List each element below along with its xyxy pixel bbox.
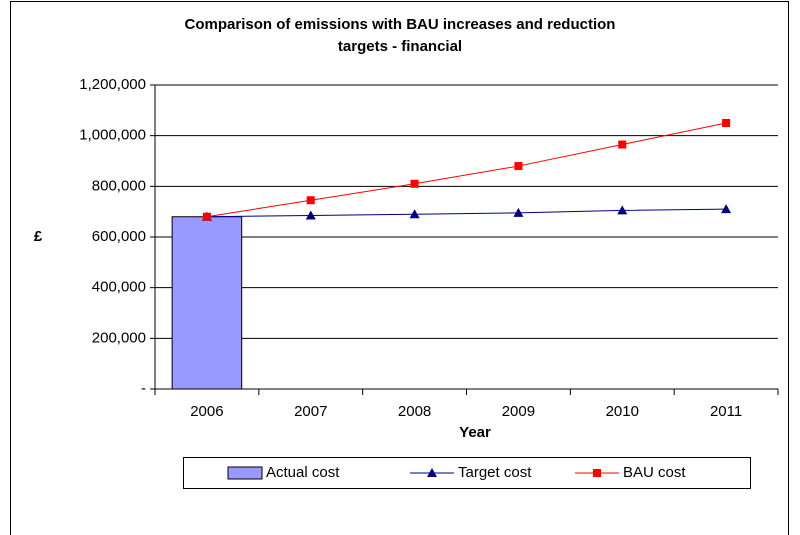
- legend-label: Target cost: [458, 464, 532, 481]
- marker: [618, 140, 627, 149]
- x-tick-label: 2011: [710, 403, 742, 420]
- marker: [513, 207, 524, 217]
- legend-label: Actual cost: [266, 464, 340, 481]
- legend-swatch: [227, 466, 263, 480]
- x-tick-label: 2009: [502, 403, 535, 420]
- x-tick-label: 2006: [190, 403, 223, 420]
- bar: [171, 216, 243, 390]
- chart-title: Comparison of emissions with BAU increas…: [184, 16, 616, 55]
- x-tick-label: 2008: [398, 403, 431, 420]
- marker: [202, 212, 211, 221]
- marker: [514, 162, 523, 171]
- legend-marker: [593, 469, 601, 477]
- x-axis-title: Year: [459, 424, 491, 441]
- marker: [410, 179, 419, 188]
- line: [206, 122, 727, 218]
- legend-marker: [427, 468, 437, 477]
- legend-label: BAU cost: [623, 464, 686, 481]
- marker: [722, 119, 731, 127]
- y-tick-label: 600,000: [92, 228, 146, 245]
- marker: [409, 209, 420, 219]
- marker: [617, 205, 628, 215]
- marker: [306, 196, 315, 205]
- y-tick-label: 1,000,000: [79, 127, 146, 144]
- y-tick-label: -: [141, 380, 146, 397]
- marker: [721, 204, 732, 214]
- y-tick-label: 800,000: [92, 177, 146, 194]
- y-tick-label: 400,000: [92, 279, 146, 296]
- chart-frame: [10, 1, 789, 535]
- y-tick-label: 1,200,000: [79, 76, 146, 93]
- legend-box: [183, 457, 751, 489]
- line: [206, 208, 727, 218]
- x-tick-label: 2010: [606, 403, 639, 420]
- marker: [305, 210, 316, 220]
- y-tick-label: 200,000: [92, 329, 146, 346]
- x-tick-label: 2007: [294, 403, 327, 420]
- y-axis-title: £: [34, 228, 43, 245]
